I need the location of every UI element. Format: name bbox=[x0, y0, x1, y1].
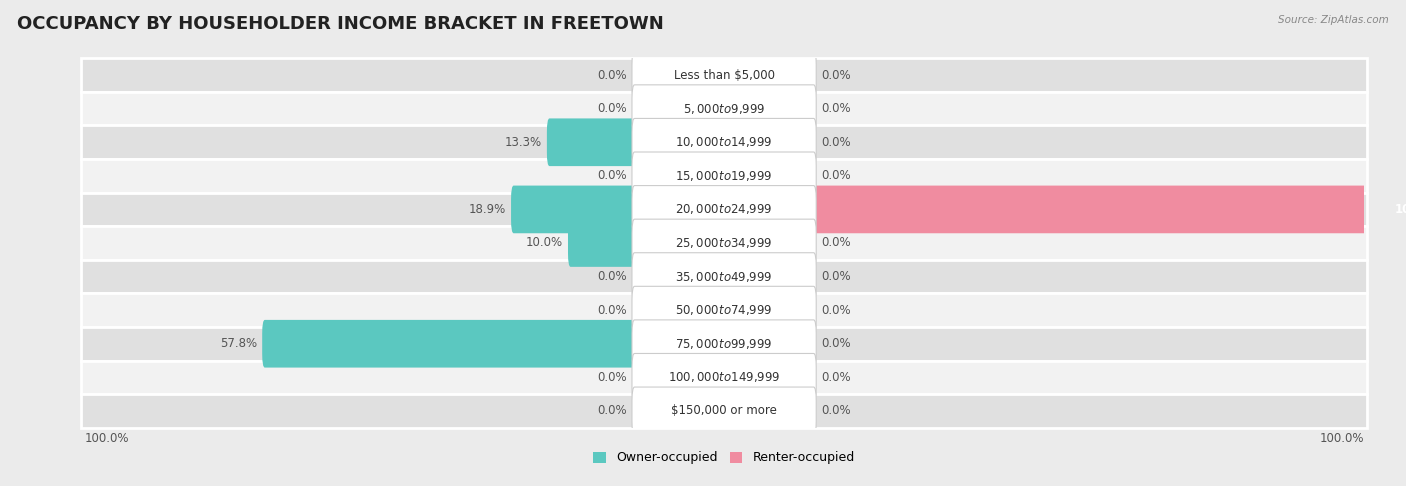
Text: $100,000 to $149,999: $100,000 to $149,999 bbox=[668, 370, 780, 384]
Text: 0.0%: 0.0% bbox=[598, 69, 627, 82]
Bar bbox=[82, 92, 1367, 125]
Text: 57.8%: 57.8% bbox=[219, 337, 257, 350]
Text: 100.0%: 100.0% bbox=[1395, 203, 1406, 216]
Text: 0.0%: 0.0% bbox=[821, 237, 851, 249]
Text: OCCUPANCY BY HOUSEHOLDER INCOME BRACKET IN FREETOWN: OCCUPANCY BY HOUSEHOLDER INCOME BRACKET … bbox=[17, 15, 664, 33]
Text: $20,000 to $24,999: $20,000 to $24,999 bbox=[675, 203, 773, 216]
Text: $15,000 to $19,999: $15,000 to $19,999 bbox=[675, 169, 773, 183]
Bar bbox=[82, 260, 1367, 294]
FancyBboxPatch shape bbox=[631, 85, 817, 133]
Text: 0.0%: 0.0% bbox=[598, 169, 627, 182]
Text: 0.0%: 0.0% bbox=[821, 337, 851, 350]
Text: 13.3%: 13.3% bbox=[505, 136, 541, 149]
Text: 0.0%: 0.0% bbox=[821, 69, 851, 82]
Text: 0.0%: 0.0% bbox=[821, 169, 851, 182]
Bar bbox=[82, 125, 1367, 159]
FancyBboxPatch shape bbox=[568, 219, 637, 267]
Bar bbox=[82, 58, 1367, 92]
Text: 10.0%: 10.0% bbox=[526, 237, 562, 249]
Text: Less than $5,000: Less than $5,000 bbox=[673, 69, 775, 82]
Text: 0.0%: 0.0% bbox=[598, 404, 627, 417]
FancyBboxPatch shape bbox=[631, 320, 817, 367]
Text: 0.0%: 0.0% bbox=[821, 270, 851, 283]
Text: 0.0%: 0.0% bbox=[598, 304, 627, 317]
Bar bbox=[82, 361, 1367, 394]
Text: 18.9%: 18.9% bbox=[468, 203, 506, 216]
FancyBboxPatch shape bbox=[631, 286, 817, 334]
FancyBboxPatch shape bbox=[510, 186, 637, 233]
FancyBboxPatch shape bbox=[631, 186, 817, 233]
Text: $5,000 to $9,999: $5,000 to $9,999 bbox=[683, 102, 765, 116]
Text: $150,000 or more: $150,000 or more bbox=[671, 404, 778, 417]
Bar bbox=[82, 294, 1367, 327]
Legend: Owner-occupied, Renter-occupied: Owner-occupied, Renter-occupied bbox=[589, 447, 859, 469]
Text: 100.0%: 100.0% bbox=[84, 432, 129, 445]
Bar bbox=[82, 159, 1367, 192]
Text: $35,000 to $49,999: $35,000 to $49,999 bbox=[675, 270, 773, 283]
FancyBboxPatch shape bbox=[631, 219, 817, 267]
Text: 0.0%: 0.0% bbox=[598, 102, 627, 115]
Text: 0.0%: 0.0% bbox=[821, 404, 851, 417]
FancyBboxPatch shape bbox=[631, 119, 817, 166]
Text: 0.0%: 0.0% bbox=[821, 136, 851, 149]
FancyBboxPatch shape bbox=[262, 320, 637, 367]
Text: 100.0%: 100.0% bbox=[1319, 432, 1364, 445]
Text: 0.0%: 0.0% bbox=[821, 102, 851, 115]
Bar bbox=[82, 192, 1367, 226]
Bar bbox=[82, 327, 1367, 361]
Bar bbox=[82, 394, 1367, 428]
Text: $10,000 to $14,999: $10,000 to $14,999 bbox=[675, 135, 773, 149]
FancyBboxPatch shape bbox=[631, 387, 817, 435]
FancyBboxPatch shape bbox=[631, 353, 817, 401]
FancyBboxPatch shape bbox=[631, 152, 817, 200]
Text: 0.0%: 0.0% bbox=[821, 371, 851, 384]
Text: 0.0%: 0.0% bbox=[598, 270, 627, 283]
Text: Source: ZipAtlas.com: Source: ZipAtlas.com bbox=[1278, 15, 1389, 25]
FancyBboxPatch shape bbox=[547, 119, 637, 166]
Bar bbox=[82, 226, 1367, 260]
Text: $25,000 to $34,999: $25,000 to $34,999 bbox=[675, 236, 773, 250]
FancyBboxPatch shape bbox=[631, 253, 817, 300]
Text: 0.0%: 0.0% bbox=[821, 304, 851, 317]
Text: $50,000 to $74,999: $50,000 to $74,999 bbox=[675, 303, 773, 317]
Text: 0.0%: 0.0% bbox=[598, 371, 627, 384]
FancyBboxPatch shape bbox=[811, 186, 1406, 233]
FancyBboxPatch shape bbox=[631, 51, 817, 99]
Text: $75,000 to $99,999: $75,000 to $99,999 bbox=[675, 337, 773, 351]
